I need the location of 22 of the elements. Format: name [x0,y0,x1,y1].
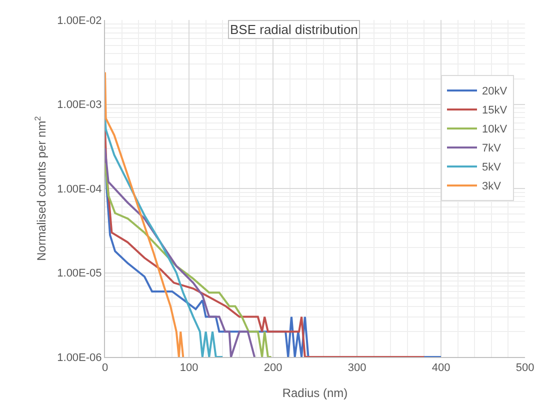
line-series [105,162,272,357]
chart-title: BSE radial distribution [230,22,358,37]
line-series [105,71,184,357]
legend-label: 20kV [482,86,508,98]
y-tick-label: 1.00E-05 [57,268,102,280]
x-tick-label: 300 [348,362,366,374]
y-tick-label: 1.00E-04 [57,183,102,196]
legend-label: 5kV [482,162,502,174]
x-tick-label: 200 [264,362,282,374]
y-tick-label: 1.00E-02 [57,14,102,27]
x-tick-label: 400 [432,362,450,374]
x-axis-title: Radius (nm) [282,386,348,400]
x-tick-label: 500 [516,362,534,374]
y-tick-label: 1.00E-03 [57,99,102,112]
x-tick-label: 100 [180,362,198,374]
legend-label: 3kV [482,180,502,193]
legend-label: 15kV [482,104,508,117]
legend-label: 10kV [482,124,508,136]
legend-label: 7kV [482,142,502,155]
y-tick-label: 1.00E-06 [57,352,102,364]
x-tick-label: 0 [102,362,108,374]
line-series [105,147,256,357]
